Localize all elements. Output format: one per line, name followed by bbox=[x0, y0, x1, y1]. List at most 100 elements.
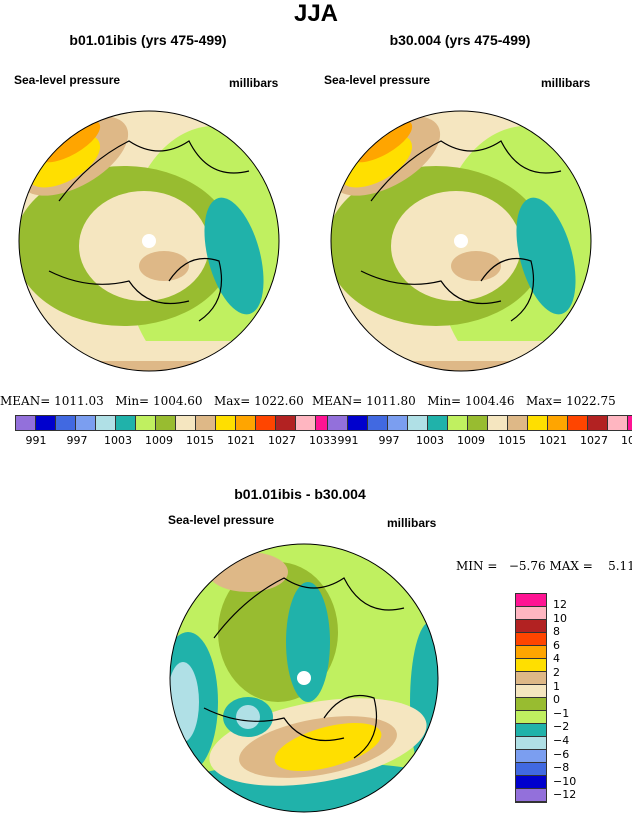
map-border bbox=[18, 110, 280, 372]
contour-region bbox=[208, 552, 288, 592]
colorbar-tick-label: 1 bbox=[553, 679, 560, 693]
contour-region bbox=[516, 197, 576, 315]
difference-map bbox=[169, 543, 439, 813]
mean-value: 1011.03 bbox=[54, 394, 104, 408]
min-value: −5.76 bbox=[508, 559, 546, 573]
colorbar-tick-label: −6 bbox=[553, 747, 570, 761]
panel1-units: millibars bbox=[229, 76, 279, 90]
panel3-variable: Sea-level pressure bbox=[168, 513, 275, 527]
colorbar-tick-label: 991 bbox=[25, 434, 47, 447]
colorbar-swatch bbox=[408, 416, 428, 430]
panel2-colorbar bbox=[327, 415, 632, 431]
panel1-title: b01.01ibis (yrs 475-499) bbox=[69, 32, 227, 48]
colorbar-tick-label: 10 bbox=[553, 611, 567, 625]
min-value: 1004.60 bbox=[152, 394, 203, 408]
panel1-variable: Sea-level pressure bbox=[14, 73, 121, 87]
max-value: 5.11 bbox=[608, 559, 632, 573]
contour-region bbox=[286, 582, 330, 702]
colorbar-tick-label: 1027 bbox=[580, 434, 608, 447]
contour-region bbox=[204, 197, 264, 315]
colorbar-tick-label: 1021 bbox=[227, 434, 255, 447]
colorbar-tick-label: 4 bbox=[553, 652, 560, 666]
colorbar-tick-label: 1015 bbox=[186, 434, 214, 447]
colorbar-swatch bbox=[508, 416, 528, 430]
pole-mask bbox=[454, 234, 468, 248]
colorbar-swatch bbox=[516, 763, 546, 776]
contour-region bbox=[139, 251, 189, 281]
panel1-colorbar bbox=[15, 415, 337, 431]
panel1-stats: MEAN= 1011.03 Min= 1004.60 Max= 1022.60 bbox=[0, 394, 304, 408]
colorbar-tick-label: 12 bbox=[553, 598, 567, 611]
colorbar-swatch bbox=[448, 416, 468, 430]
max-label: Max= bbox=[214, 394, 251, 408]
colorbar-tick-label: 1021 bbox=[539, 434, 567, 447]
colorbar-swatch bbox=[296, 416, 316, 430]
colorbar-tick-label: 997 bbox=[66, 434, 88, 447]
colorbar-swatch bbox=[216, 416, 236, 430]
max-label: Max= bbox=[526, 394, 563, 408]
min-label: MIN = bbox=[456, 559, 498, 573]
map-border bbox=[330, 110, 592, 372]
colorbar-swatch bbox=[516, 659, 546, 672]
colorbar-swatch bbox=[96, 416, 116, 430]
colorbar-swatch bbox=[516, 594, 546, 607]
panel2-stats: MEAN= 1011.80 Min= 1004.46 Max= 1022.75 bbox=[312, 394, 616, 408]
colorbar-swatch bbox=[516, 789, 546, 802]
colorbar-tick-label: −1 bbox=[553, 706, 570, 720]
mean-value: 1011.80 bbox=[366, 394, 416, 408]
colorbar-tick-label: 1033 bbox=[309, 434, 337, 447]
colorbar-tick-label: −10 bbox=[553, 774, 577, 788]
panel2-units: millibars bbox=[541, 76, 591, 90]
colorbar-swatch bbox=[516, 750, 546, 763]
contour-region bbox=[274, 723, 382, 771]
panel3-units: millibars bbox=[387, 516, 437, 530]
figure-title: JJA bbox=[293, 0, 339, 27]
mean-label: MEAN= bbox=[312, 394, 363, 408]
colorbar-tick-label: 2 bbox=[553, 666, 560, 679]
colorbar-tick-label: 8 bbox=[553, 625, 560, 639]
contour-region bbox=[236, 705, 260, 729]
difference-colorbar bbox=[515, 593, 547, 803]
colorbar-swatch bbox=[468, 416, 488, 430]
colorbar-swatch bbox=[516, 646, 546, 659]
colorbar-tick-label: 1015 bbox=[498, 434, 526, 447]
colorbar-swatch bbox=[516, 620, 546, 633]
map-border bbox=[169, 543, 439, 813]
panel1-map bbox=[18, 110, 280, 372]
colorbar-swatch bbox=[516, 776, 546, 789]
pole-mask bbox=[297, 671, 311, 685]
colorbar-tick-label: −8 bbox=[553, 761, 570, 775]
colorbar-swatch bbox=[276, 416, 296, 430]
colorbar-tick-label: 997 bbox=[378, 434, 400, 447]
colorbar-swatch bbox=[36, 416, 56, 430]
mean-label: MEAN= bbox=[0, 394, 51, 408]
contour-region bbox=[19, 361, 279, 371]
colorbar-swatch bbox=[488, 416, 508, 430]
colorbar-swatch bbox=[76, 416, 96, 430]
colorbar-swatch bbox=[328, 416, 348, 430]
min-label: Min= bbox=[427, 394, 462, 408]
colorbar-swatch bbox=[348, 416, 368, 430]
max-value: 1022.75 bbox=[566, 394, 616, 408]
panel2-title: b30.004 (yrs 475-499) bbox=[389, 32, 531, 48]
contour-region bbox=[331, 361, 591, 371]
colorbar-tick-label: 1033 bbox=[621, 434, 632, 447]
colorbar-tick-label: 1009 bbox=[145, 434, 173, 447]
colorbar-swatch bbox=[516, 724, 546, 737]
colorbar-swatch bbox=[516, 607, 546, 620]
panel2-variable: Sea-level pressure bbox=[324, 73, 431, 87]
colorbar-tick-label: 0 bbox=[553, 693, 560, 707]
colorbar-tick-label: 6 bbox=[553, 638, 560, 652]
min-label: Min= bbox=[115, 394, 150, 408]
colorbar-swatch bbox=[628, 416, 632, 430]
colorbar-swatch bbox=[588, 416, 608, 430]
colorbar-tick-label: 1003 bbox=[104, 434, 132, 447]
colorbar-swatch bbox=[516, 737, 546, 750]
max-value: 1022.60 bbox=[254, 394, 304, 408]
coastline bbox=[48, 140, 250, 322]
colorbar-tick-label: −2 bbox=[553, 720, 570, 734]
colorbar-swatch bbox=[388, 416, 408, 430]
colorbar-swatch bbox=[516, 698, 546, 711]
colorbar-tick-label: 1027 bbox=[268, 434, 296, 447]
